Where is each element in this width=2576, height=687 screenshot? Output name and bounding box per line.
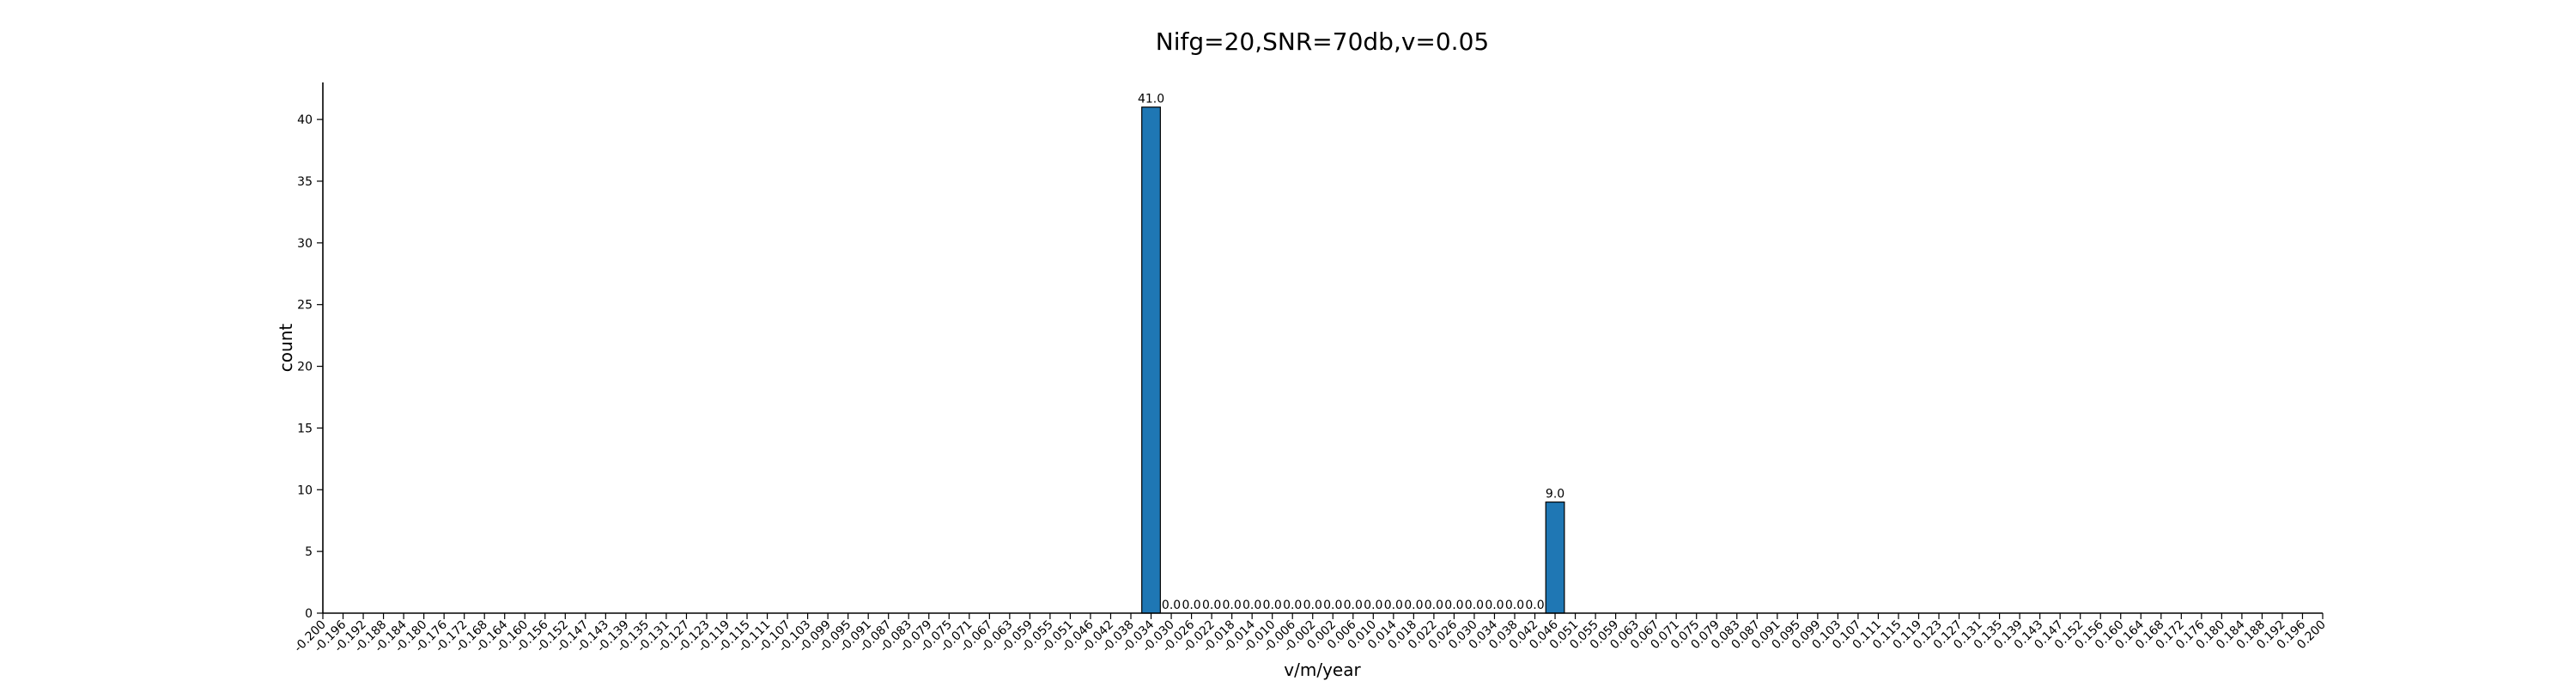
x-ticks-group: -0.200-0.196-0.192-0.188-0.184-0.180-0.1… xyxy=(292,613,2329,655)
bar xyxy=(1545,502,1565,614)
bar-value-label: 0.0 xyxy=(1162,599,1181,612)
bar-value-label: 0.0 xyxy=(1263,599,1282,612)
bar-value-label: 0.0 xyxy=(1465,599,1484,612)
bar-value-label: 0.0 xyxy=(1364,599,1382,612)
y-axis-label: count xyxy=(276,324,296,373)
chart-title: Nifg=20,SNR=70db,v=0.05 xyxy=(1156,27,1489,56)
bar xyxy=(1141,106,1161,614)
bar-value-label: 0.0 xyxy=(1444,599,1463,612)
bar-value-label: 0.0 xyxy=(1505,599,1524,612)
bar-value-label: 0.0 xyxy=(1182,599,1200,612)
y-tick-label: 25 xyxy=(297,299,313,313)
bar-value-label: 9.0 xyxy=(1546,488,1564,502)
y-ticks-group: 0 5 10 15 20 25 30 35 40 xyxy=(297,113,323,621)
x-axis-label: v/m/year xyxy=(1284,660,1361,680)
bar-value-label: 41.0 xyxy=(1138,93,1164,106)
bar-value-label: 0.0 xyxy=(1485,599,1504,612)
bar-labels-group: 41.00.0 0.0 0.0 0.0 0.0 0.0 0.0 0.0 0.0 0.0 0.0 0.0… xyxy=(1138,93,1564,612)
bar-value-label: 0.0 xyxy=(1283,599,1302,612)
bar-value-label: 0.0 xyxy=(1404,599,1423,612)
y-tick-label: 35 xyxy=(297,175,313,189)
y-tick-label: 40 xyxy=(297,113,313,127)
bar-value-label: 0.0 xyxy=(1384,599,1403,612)
bar-value-label: 0.0 xyxy=(1525,599,1544,612)
bar-value-label: 0.0 xyxy=(1323,599,1342,612)
bars-group xyxy=(1141,106,1565,614)
y-tick-label: 15 xyxy=(297,422,313,435)
y-tick-label: 0 xyxy=(305,607,313,621)
bar-value-label: 0.0 xyxy=(1303,599,1322,612)
y-tick-label: 20 xyxy=(297,361,313,374)
y-tick-label: 30 xyxy=(297,237,313,251)
bar-value-label: 0.0 xyxy=(1202,599,1221,612)
y-tick-label: 10 xyxy=(297,483,313,497)
y-tick-label: 5 xyxy=(305,545,313,559)
bar-value-label: 0.0 xyxy=(1344,599,1363,612)
bar-value-label: 0.0 xyxy=(1425,599,1443,612)
bar-value-label: 0.0 xyxy=(1242,599,1261,612)
bar-value-label: 0.0 xyxy=(1223,599,1242,612)
